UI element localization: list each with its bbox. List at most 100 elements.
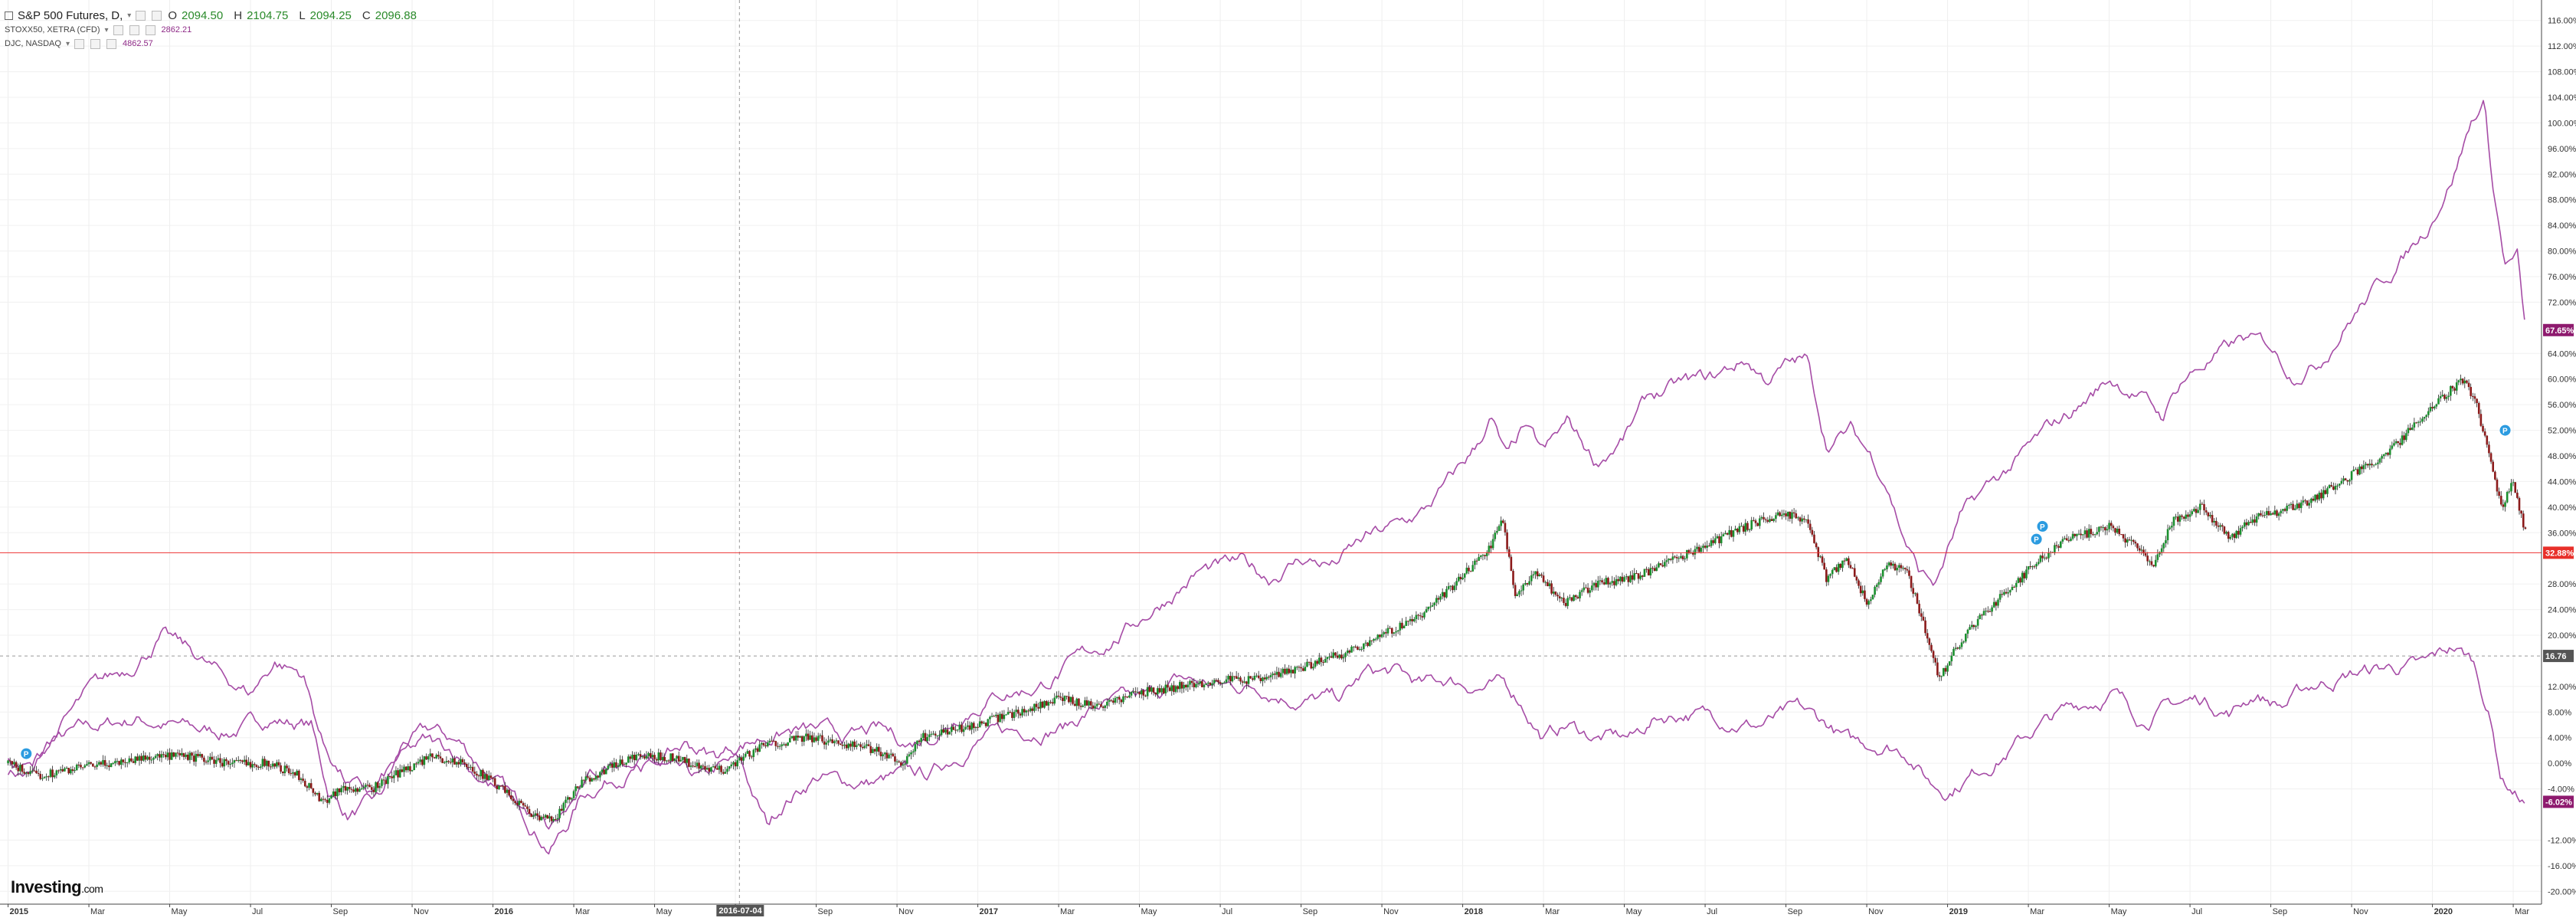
candle-body [2263, 515, 2266, 516]
candle-body [152, 758, 155, 760]
candle-body [2399, 443, 2401, 445]
candle-body [2138, 548, 2141, 551]
candle-body [334, 791, 337, 797]
y-tick-label: 100.00% [2548, 119, 2576, 128]
candle-body [445, 761, 448, 762]
candle-body [989, 716, 991, 719]
eye-icon[interactable] [74, 38, 84, 49]
candle-body [2350, 471, 2353, 480]
candle-body [2165, 540, 2167, 544]
candle-body [750, 756, 753, 758]
candle-body [2324, 490, 2327, 494]
candle-body [879, 752, 882, 757]
close-label: C [362, 8, 371, 22]
settings-icon[interactable] [136, 10, 146, 21]
candle-body [43, 777, 46, 778]
candle-body [2282, 509, 2284, 511]
candle-body [1037, 706, 1039, 709]
price-label: 32.88% [2545, 549, 2574, 558]
candle-body [2217, 525, 2220, 527]
candle-body [356, 788, 359, 792]
legend-compare-row-stoxx[interactable]: STOXX50, XETRA (CFD) ▾ 2862.21 [5, 23, 423, 37]
candle-body [198, 754, 201, 756]
candle-body [1859, 585, 1862, 594]
candle-body [1245, 681, 1248, 684]
candle-body [270, 766, 272, 768]
candle-body [977, 726, 979, 728]
candle-body [354, 788, 357, 792]
candle-body [1827, 575, 1830, 582]
candle-body [2112, 526, 2115, 529]
candle-body [889, 753, 892, 755]
candle-body [702, 765, 705, 767]
candle-body [1039, 701, 1042, 709]
candle-body [326, 799, 329, 803]
settings-icon[interactable] [90, 38, 100, 49]
candle-body [453, 758, 456, 765]
candle-body [2166, 529, 2169, 541]
candle-body [70, 769, 72, 774]
candle-body [1241, 681, 1244, 683]
candle-body [2330, 485, 2332, 487]
candle-body [1405, 621, 1408, 626]
settings-icon[interactable] [129, 25, 139, 35]
candle-body [710, 767, 712, 772]
y-tick-label: -20.00% [2548, 887, 2576, 896]
candle-body [1637, 573, 1640, 579]
candle-body [1786, 511, 1789, 516]
candle-body [1779, 512, 1781, 516]
legend-main-row[interactable]: S&P 500 Futures, D, ▾ O 2094.50 H 2104.75 … [5, 8, 423, 23]
chevron-down-icon[interactable]: ▾ [65, 39, 70, 48]
candle-body [2377, 462, 2379, 464]
candle-body [142, 755, 145, 761]
candle-body [692, 765, 694, 767]
candle-body [2080, 533, 2082, 536]
candle-body [584, 776, 588, 781]
candle-body [607, 765, 610, 769]
candle-body [1108, 700, 1111, 702]
candle-body [1468, 567, 1470, 572]
candle-body [571, 798, 573, 800]
candle-body [1687, 549, 1691, 554]
x-tick-label: Sep [333, 907, 349, 916]
candle-body [948, 732, 951, 735]
chevron-down-icon[interactable]: ▾ [127, 11, 132, 20]
candle-body [1383, 632, 1386, 634]
chevron-down-icon[interactable]: ▾ [104, 25, 109, 34]
candle-body [1900, 565, 1903, 569]
candle-body [738, 757, 741, 761]
legend-compare-row-djc[interactable]: DJC, NASDAQ ▾ 4862.57 [5, 37, 423, 51]
candle-body [2265, 510, 2268, 516]
close-icon[interactable] [152, 10, 162, 21]
candle-body [1504, 523, 1507, 533]
close-icon[interactable] [106, 38, 116, 49]
toggle-visibility-icon[interactable] [5, 11, 13, 20]
candle-body [1461, 577, 1464, 579]
candle-body [2302, 500, 2305, 503]
candle-body [2247, 522, 2250, 526]
open-label: O [168, 8, 177, 22]
candle-body [2150, 561, 2153, 565]
candle-body [1075, 698, 1079, 706]
candle-body [385, 780, 388, 785]
candle-body [1602, 582, 1605, 585]
candle-body [1966, 629, 1969, 634]
candle-body [1595, 582, 1597, 588]
candle-body [1655, 567, 1658, 572]
candle-body [286, 765, 288, 769]
candle-body [486, 774, 488, 780]
candle-body [124, 762, 126, 763]
candle-body [350, 788, 353, 790]
candle-body [1082, 705, 1085, 707]
eye-icon[interactable] [113, 25, 123, 35]
candle-body [1902, 568, 1904, 569]
candle-body [2100, 526, 2103, 528]
close-icon[interactable] [145, 25, 155, 35]
candle-body [2494, 471, 2496, 480]
candle-body [2086, 530, 2088, 538]
candle-body [298, 770, 300, 780]
candle-body [2433, 406, 2436, 408]
candle-body [221, 762, 224, 767]
